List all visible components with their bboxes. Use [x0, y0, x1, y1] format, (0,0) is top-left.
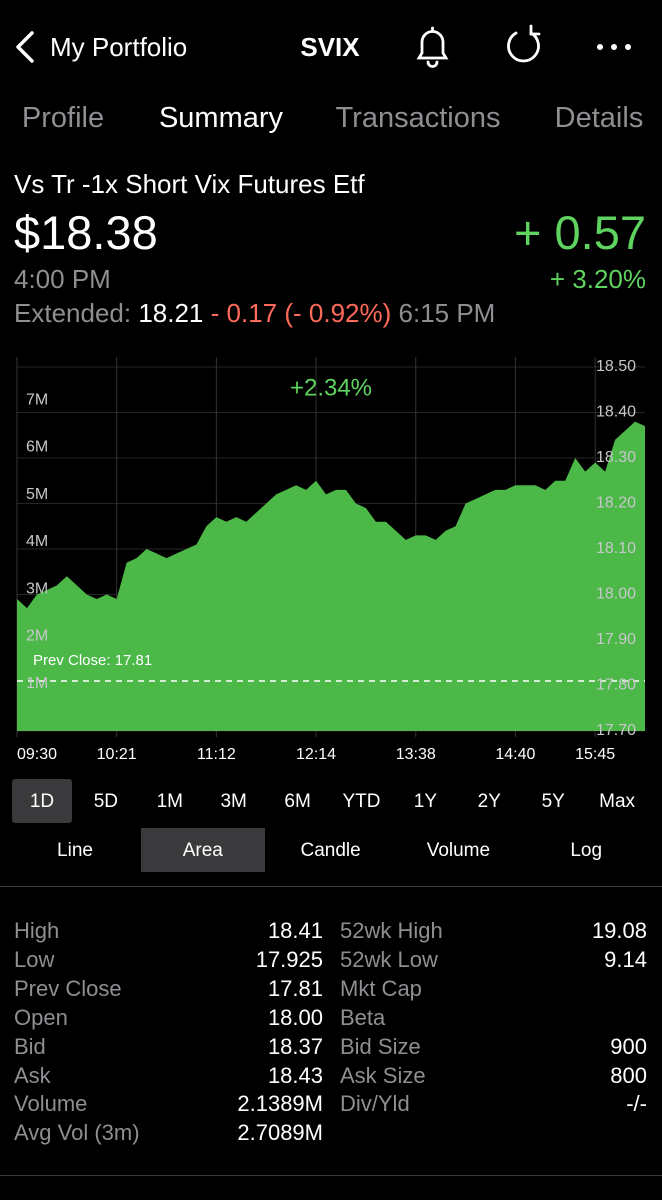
tab[interactable]: Summary: [158, 102, 284, 134]
annotation: +2.34%: [290, 374, 372, 401]
security-name: Vs Tr -1x Short Vix Futures Etf: [14, 169, 365, 199]
change-pct: + 3.20%: [549, 264, 646, 294]
range-button[interactable]: 1M: [156, 790, 183, 812]
y-tick-label: 18.20: [596, 495, 636, 512]
stat-value: 2.1389M: [237, 1091, 323, 1117]
extended-price: 18.21: [138, 298, 204, 328]
tab[interactable]: Profile: [21, 102, 105, 134]
y2-tick-label: 2M: [26, 628, 48, 645]
range-button[interactable]: 6M: [284, 790, 311, 812]
stat-value: 19.08: [591, 918, 647, 943]
extended-time: 6:15 PM: [398, 298, 496, 328]
bell-icon[interactable]: [416, 26, 449, 68]
stat-value: 18.37: [267, 1033, 323, 1059]
x-tick-label: 12:14: [296, 746, 336, 763]
extended-change: - 0.17 (- 0.92%): [210, 298, 392, 328]
stat-value: 900: [610, 1033, 647, 1059]
stat-label: Bid Size: [340, 1033, 421, 1059]
stat-label: 52wk High: [340, 918, 443, 943]
range-button[interactable]: 5Y: [541, 790, 565, 812]
range-button[interactable]: 3M: [220, 790, 247, 812]
stat-label: Open: [14, 1004, 68, 1030]
quote-time: 4:00 PM: [14, 264, 111, 294]
chart-type-button[interactable]: Line: [57, 839, 93, 861]
stat-value: 18.43: [267, 1062, 323, 1088]
y2-tick-label: 4M: [26, 533, 48, 550]
chart-type-button[interactable]: Volume: [426, 839, 491, 861]
stat-label: Bid: [14, 1033, 46, 1059]
chart: Prev Close: 17.81 +2.34% 17.70 17.80 17.90 18…: [16, 357, 645, 763]
y-tick-label: 17.70: [596, 722, 636, 739]
refresh-icon[interactable]: [507, 24, 541, 63]
back-icon[interactable]: [16, 31, 34, 63]
y-tick-label: 18.50: [596, 358, 636, 375]
range-button[interactable]: 2Y: [477, 790, 501, 812]
y2-tick-label: 3M: [26, 580, 48, 597]
chart-type-button[interactable]: Area: [140, 828, 265, 872]
y-tick-label: 18.40: [596, 404, 636, 421]
extended-row: Extended: 18.21 - 0.17 (- 0.92%) 6:15 PM: [14, 300, 495, 326]
stat-value: 17.81: [267, 975, 323, 1001]
y-tick-label: 17.80: [596, 677, 636, 694]
nav-icons: [16, 24, 631, 68]
stat-label: Volume: [14, 1091, 88, 1117]
symbol: SVIX: [300, 32, 360, 62]
stat-label: Ask: [14, 1062, 51, 1088]
tab[interactable]: Transactions: [335, 102, 501, 134]
stat-label: High: [14, 918, 60, 943]
y2-tick-label: 1M: [26, 675, 48, 692]
stat-label: Prev Close: [14, 975, 122, 1001]
range-button[interactable]: 1Y: [413, 790, 438, 812]
stat-label: Div/Yld: [340, 1091, 410, 1117]
range-button[interactable]: Max: [599, 790, 636, 812]
stat-label: 52wk Low: [340, 946, 438, 972]
range-button[interactable]: 5D: [93, 790, 119, 812]
stat-value: -/-: [626, 1091, 647, 1117]
more-icon[interactable]: [597, 44, 631, 50]
stat-label: Ask Size: [340, 1062, 426, 1088]
back-label[interactable]: My Portfolio: [50, 32, 188, 62]
y-tick-label: 18.10: [596, 540, 636, 557]
price-area: [17, 421, 645, 731]
y2-tick-label: 5M: [26, 486, 48, 503]
x-tick-label: 10:21: [97, 746, 137, 763]
chart-type-button[interactable]: Candle: [300, 839, 361, 861]
stat-label: Beta: [340, 1004, 386, 1030]
change: + 0.57: [514, 206, 646, 259]
stat-value: 800: [610, 1062, 647, 1088]
divider: [0, 1175, 662, 1176]
tab[interactable]: Details: [554, 102, 644, 134]
stat-value: 9.14: [604, 946, 647, 972]
stat-value: 2.7089M: [237, 1120, 323, 1146]
x-tick-label: 14:40: [495, 746, 535, 763]
x-tick-label: 13:38: [396, 746, 436, 763]
y-tick-label: 18.30: [596, 449, 636, 466]
stat-label: Avg Vol (3m): [14, 1120, 140, 1146]
divider: [0, 886, 662, 887]
prev-close-label: Prev Close: 17.81: [33, 652, 152, 669]
stat-label: Mkt Cap: [340, 975, 422, 1001]
x-tick-label: 09:30: [17, 746, 57, 763]
y-tick-label: 18.00: [596, 586, 636, 603]
y-tick-label: 17.90: [596, 631, 636, 648]
range-button[interactable]: YTD: [342, 790, 381, 812]
range-button[interactable]: 1D: [12, 779, 72, 823]
y2-tick-label: 7M: [26, 391, 48, 408]
stat-label: Low: [14, 946, 55, 972]
x-tick-label: 11:12: [197, 746, 236, 763]
price: $18.38: [14, 206, 158, 259]
extended-label: Extended:: [14, 298, 132, 328]
stat-value: 17.925: [255, 946, 323, 972]
stat-value: 18.41: [267, 918, 323, 943]
chart-type-button[interactable]: Log: [570, 839, 603, 861]
x-tick-label: 15:45: [575, 746, 615, 763]
stat-value: 18.00: [267, 1004, 323, 1030]
y2-tick-label: 6M: [26, 439, 48, 456]
